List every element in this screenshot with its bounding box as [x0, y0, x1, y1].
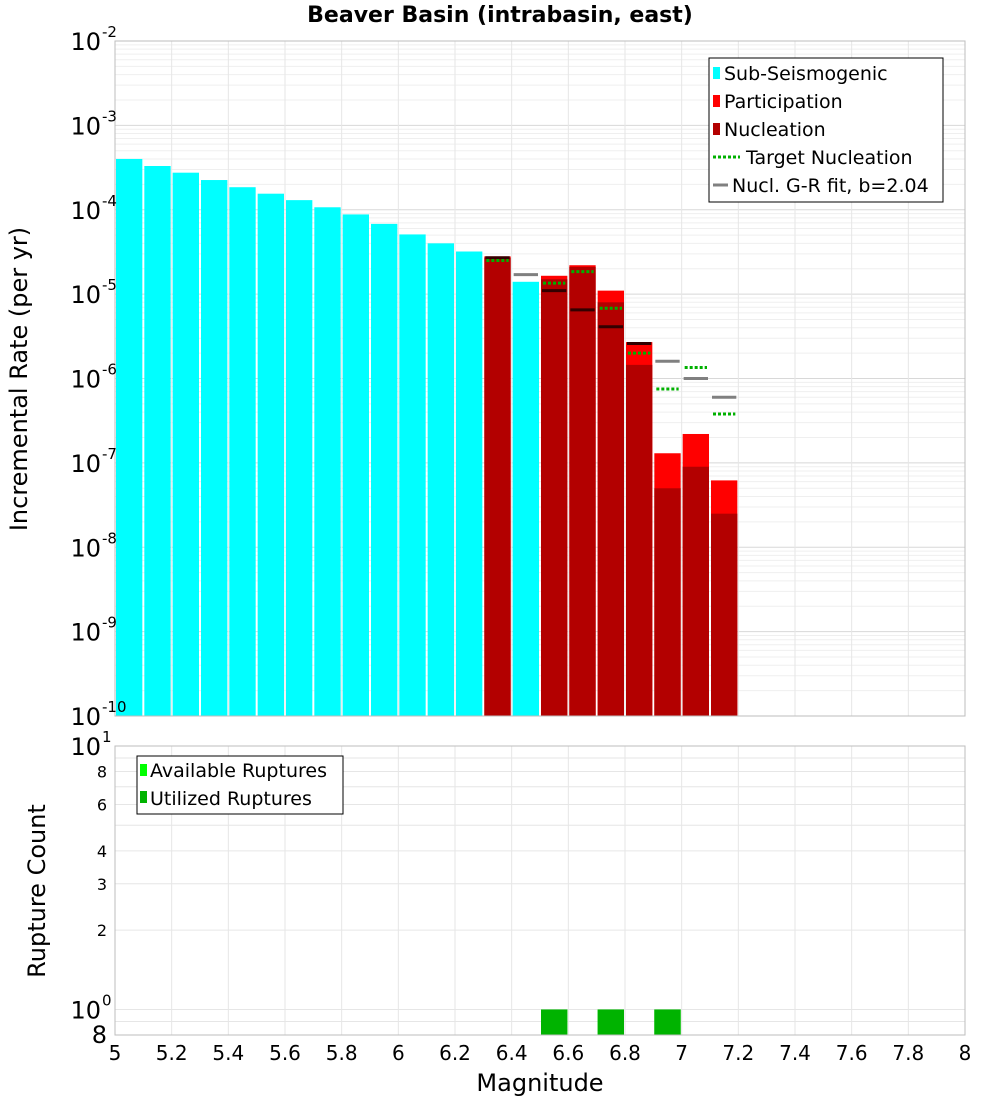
bar-sub-seismogenic [512, 281, 539, 716]
bottom-x-ticks: 5 5.2 5.4 5.6 5.8 6 6.2 6.4 6.6 6.8 7 7.2 7.4 7.6 7.8 8 [109, 1041, 972, 1065]
bar-nucleation [569, 266, 596, 716]
bottom-y-tick-label: 8 [92, 1021, 107, 1049]
top-y-tick-exponent: -9 [102, 614, 117, 632]
legend-swatch-participation [713, 95, 720, 107]
legend-swatch-available [140, 764, 147, 776]
x-tick-label: 7.8 [892, 1041, 924, 1065]
bottom-y-tick-label: 8 [97, 763, 107, 782]
top-y-tick-exponent: -8 [102, 529, 117, 547]
x-tick-label: 8 [959, 1041, 972, 1065]
top-y-tick-exponent: -5 [102, 276, 117, 294]
legend-label-utilized: Utilized Ruptures [150, 788, 312, 810]
bar-nucleation [654, 488, 681, 716]
top-y-tick-exponent: -7 [102, 445, 117, 463]
bottom-y-tick-label: 6 [97, 795, 107, 814]
bar-sub-seismogenic [201, 180, 228, 716]
bottom-legend: Available Ruptures Utilized Ruptures [136, 755, 344, 815]
legend-label-gr-fit: Nucl. G-R fit, b=2.04 [732, 175, 929, 197]
legend-swatch-nucleation [713, 123, 720, 135]
bar-nucleation [626, 364, 653, 716]
x-tick-label: 5.2 [156, 1041, 188, 1065]
bottom-y-major-tick-base: 10 [70, 733, 101, 761]
top-legend-box [708, 57, 944, 203]
bottom-plot-border [114, 745, 966, 1036]
top-y-tick-exponent: -10 [102, 698, 127, 716]
top-y-tick-exponent: -3 [102, 107, 117, 125]
bottom-y-tick-label: 2 [97, 921, 107, 940]
bar-nucleation [682, 466, 709, 716]
top-marks [116, 158, 738, 717]
x-tick-label: 7.2 [722, 1041, 754, 1065]
bar-sub-seismogenic [342, 214, 369, 717]
bar-nucleation [484, 257, 511, 716]
x-tick-label: 5 [109, 1041, 122, 1065]
bar-sub-seismogenic [116, 158, 143, 717]
bottom-legend-box [136, 755, 344, 815]
top-y-tick-exponent: -4 [102, 192, 117, 210]
bar-sub-seismogenic [427, 243, 454, 717]
bar-sub-seismogenic [456, 251, 483, 716]
bottom-y-major-tick-exponent: 1 [102, 728, 112, 746]
bottom-y-major-tick-exponent: 0 [102, 991, 112, 1009]
top-y-tick-exponent: -6 [102, 361, 117, 379]
bar-utilized-ruptures [541, 1009, 568, 1035]
bottom-y-tick-label: 3 [97, 875, 107, 894]
x-tick-label: 7.4 [779, 1041, 811, 1065]
legend-label-available: Available Ruptures [150, 760, 327, 782]
x-tick-label: 7.6 [836, 1041, 868, 1065]
top-y-tick-base: 10 [70, 366, 101, 394]
bar-sub-seismogenic [286, 200, 313, 716]
x-tick-label: 7 [675, 1041, 688, 1065]
bar-utilized-ruptures [654, 1009, 681, 1035]
bottom-y-axis-label: Rupture Count [23, 804, 51, 978]
x-tick-label: 5.8 [326, 1041, 358, 1065]
bottom-y-tick-label: 4 [97, 842, 107, 861]
top-y-tick-base: 10 [70, 450, 101, 478]
bar-utilized-ruptures [597, 1009, 624, 1035]
top-y-axis-label: Incremental Rate (per yr) [5, 227, 33, 531]
bar-nucleation [541, 279, 568, 716]
top-y-tick-base: 10 [70, 28, 101, 56]
x-tick-label: 6.4 [496, 1041, 528, 1065]
legend-label-target-nucleation: Target Nucleation [745, 147, 913, 169]
top-legend: Sub-Seismogenic Participation Nucleation… [708, 57, 944, 203]
top-grid [114, 41, 966, 717]
legend-label-nucleation: Nucleation [724, 119, 826, 141]
bar-sub-seismogenic [399, 234, 426, 716]
x-tick-label: 5.6 [269, 1041, 301, 1065]
x-axis-label: Magnitude [476, 1069, 603, 1097]
top-y-tick-exponent: -2 [102, 23, 117, 41]
legend-label-participation: Participation [724, 91, 843, 113]
top-y-tick-base: 10 [70, 534, 101, 562]
x-tick-label: 6.6 [552, 1041, 584, 1065]
bar-sub-seismogenic [229, 187, 256, 716]
top-y-tick-base: 10 [70, 703, 101, 731]
bar-sub-seismogenic [172, 172, 199, 717]
bar-sub-seismogenic [314, 207, 341, 716]
bar-nucleation [711, 513, 738, 716]
legend-swatch-utilized [140, 791, 147, 803]
top-y-tick-base: 10 [70, 112, 101, 140]
x-tick-label: 6.2 [439, 1041, 471, 1065]
top-y-tick-base: 10 [70, 197, 101, 225]
x-tick-label: 5.4 [212, 1041, 244, 1065]
x-tick-label: 6 [392, 1041, 405, 1065]
bar-nucleation [597, 302, 624, 716]
top-y-tick-base: 10 [70, 281, 101, 309]
legend-label-sub-seismogenic: Sub-Seismogenic [724, 63, 888, 85]
top-plot-border [114, 40, 966, 717]
bar-sub-seismogenic [144, 166, 171, 717]
x-tick-label: 6.8 [609, 1041, 641, 1065]
top-y-tick-base: 10 [70, 619, 101, 647]
bar-sub-seismogenic [371, 223, 398, 716]
bottom-y-major-tick-base: 10 [70, 996, 101, 1024]
chart-title: Beaver Basin (intrabasin, east) [307, 3, 693, 28]
legend-swatch-sub-seismogenic [713, 67, 720, 79]
bottom-marks [541, 1009, 681, 1035]
bar-sub-seismogenic [257, 193, 284, 716]
